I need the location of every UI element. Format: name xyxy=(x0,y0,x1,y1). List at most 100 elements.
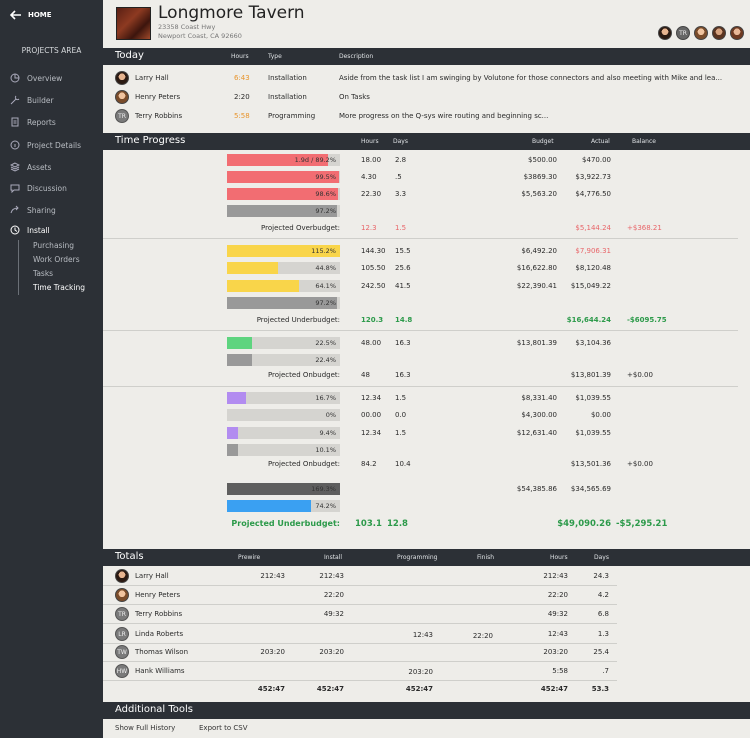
install-value: 22:20 xyxy=(323,591,344,599)
sidebar-subitem-purchasing[interactable]: Purchasing xyxy=(33,241,75,250)
sidebar-item-assets[interactable]: Assets xyxy=(10,162,51,172)
days-value: 16.3 xyxy=(395,339,411,347)
avatar[interactable]: TR xyxy=(676,26,690,40)
sidebar-item-reports[interactable]: Reports xyxy=(10,117,56,127)
days-value: 1.5 xyxy=(395,224,407,232)
days-value: 4.2 xyxy=(597,591,609,599)
progress-fill xyxy=(227,500,311,512)
sum-days: 53.3 xyxy=(591,685,609,693)
avatar xyxy=(115,588,129,602)
info-icon xyxy=(10,140,20,150)
progress-label: 115.2% xyxy=(311,247,336,255)
actual-value: $1,039.55 xyxy=(575,394,611,402)
progress-bar: 44.8% xyxy=(227,262,340,274)
progress-bar: 9.4% xyxy=(227,427,340,439)
show-full-history-link[interactable]: Show Full History xyxy=(115,724,176,732)
col-header-install: Install xyxy=(324,554,343,561)
sidebar-subitem-time-tracking[interactable]: Time Tracking xyxy=(33,283,85,292)
share-icon xyxy=(10,205,19,214)
progress-label: 22.5% xyxy=(315,339,336,347)
divider xyxy=(103,643,617,644)
col-header-days: Days xyxy=(393,138,408,145)
days-value: 6.8 xyxy=(597,610,609,618)
sum-install: 452:47 xyxy=(316,685,344,693)
progress-label: 16.7% xyxy=(315,394,336,402)
hours-value: 22:20 xyxy=(547,591,568,599)
avatar[interactable] xyxy=(712,26,726,40)
today-name: Henry Peters xyxy=(135,93,181,101)
today-description: On Tasks xyxy=(339,93,370,101)
sidebar-subitem-work-orders[interactable]: Work Orders xyxy=(33,255,80,264)
hours-value: 105.50 xyxy=(361,264,386,272)
avatar: LR xyxy=(115,627,129,641)
days-value: 3.3 xyxy=(395,190,407,198)
progress-label: 97.2% xyxy=(315,299,336,307)
avatar[interactable] xyxy=(694,26,708,40)
divider xyxy=(103,386,738,387)
progress-bar: 99.5% xyxy=(227,171,340,183)
balance-value: +$368.21 xyxy=(627,224,662,232)
hours-value: 84.2 xyxy=(361,460,377,468)
totals-name: Linda Roberts xyxy=(135,630,184,638)
hours-value: 5:58 xyxy=(552,667,568,675)
progress-fill xyxy=(227,154,328,166)
time-progress-header: Time Progress Hours Days Budget Actual B… xyxy=(103,133,750,150)
sidebar-item-project-details[interactable]: Project Details xyxy=(10,140,81,150)
progress-label: 98.6% xyxy=(315,190,336,198)
install-value: 49:32 xyxy=(323,610,344,618)
avatar[interactable] xyxy=(658,26,672,40)
today-type: Installation xyxy=(268,93,307,101)
sidebar-item-label: Overview xyxy=(27,73,63,83)
document-icon xyxy=(11,117,19,127)
arrow-left-icon xyxy=(10,10,21,20)
progress-label: 97.2% xyxy=(315,207,336,215)
balance-value: -$6095.75 xyxy=(627,316,667,324)
progress-fill xyxy=(227,444,239,456)
balance-value: -$5,295.21 xyxy=(616,519,668,529)
progress-bar: 16.7% xyxy=(227,392,340,404)
col-header-budget: Budget xyxy=(532,138,554,145)
totals-name: Henry Peters xyxy=(135,591,181,599)
project-title: Longmore Tavern xyxy=(158,3,305,23)
days-value: .5 xyxy=(395,173,402,181)
home-link[interactable]: HOME xyxy=(10,10,52,20)
sidebar-item-install[interactable]: Install xyxy=(10,225,50,235)
actual-value: $34,565.69 xyxy=(570,485,611,493)
days-value: 24.3 xyxy=(593,572,609,580)
progress-bar: 74.2% xyxy=(227,500,340,512)
progress-bar: 115.2% xyxy=(227,245,340,257)
hours-value: 103.1 xyxy=(355,519,382,529)
export-csv-link[interactable]: Export to CSV xyxy=(199,724,248,732)
col-header-actual: Actual xyxy=(591,138,610,145)
progress-fill xyxy=(227,188,339,200)
actual-value: $4,776.50 xyxy=(575,190,611,198)
divider xyxy=(103,661,617,662)
sidebar-item-label: Discussion xyxy=(27,183,67,193)
progress-label: 64.1% xyxy=(315,282,336,290)
avatar[interactable] xyxy=(730,26,744,40)
totals-name: Hank Williams xyxy=(135,667,185,675)
sidebar-item-overview[interactable]: Overview xyxy=(10,73,62,83)
sidebar-item-builder[interactable]: Builder xyxy=(10,95,54,105)
actual-value: $0.00 xyxy=(590,411,611,419)
today-hours: 5:58 xyxy=(234,112,250,120)
col-header-description: Description xyxy=(339,53,374,60)
project-address-line2: Newport Coast, CA 92660 xyxy=(158,32,242,40)
progress-fill xyxy=(227,297,337,309)
section-title: Time Progress xyxy=(115,135,186,146)
sidebar-item-label: Install xyxy=(27,225,50,235)
actual-value: $470.00 xyxy=(582,156,611,164)
sidebar-item-sharing[interactable]: Sharing xyxy=(10,205,56,215)
today-type: Installation xyxy=(268,74,307,82)
divider xyxy=(103,680,617,681)
budget-value: $13,801.39 xyxy=(516,339,557,347)
sidebar-item-discussion[interactable]: Discussion xyxy=(10,183,67,193)
today-name: Larry Hall xyxy=(135,74,169,82)
section-title: Additional Tools xyxy=(115,704,194,715)
budget-value: $3869.30 xyxy=(523,173,557,181)
programming-value: 12:43 xyxy=(412,631,433,639)
team-avatars: TR xyxy=(658,26,744,40)
projects-area-heading: PROJECTS AREA xyxy=(21,46,82,55)
days-value: .7 xyxy=(602,667,609,675)
sidebar-subitem-tasks[interactable]: Tasks xyxy=(33,269,54,278)
